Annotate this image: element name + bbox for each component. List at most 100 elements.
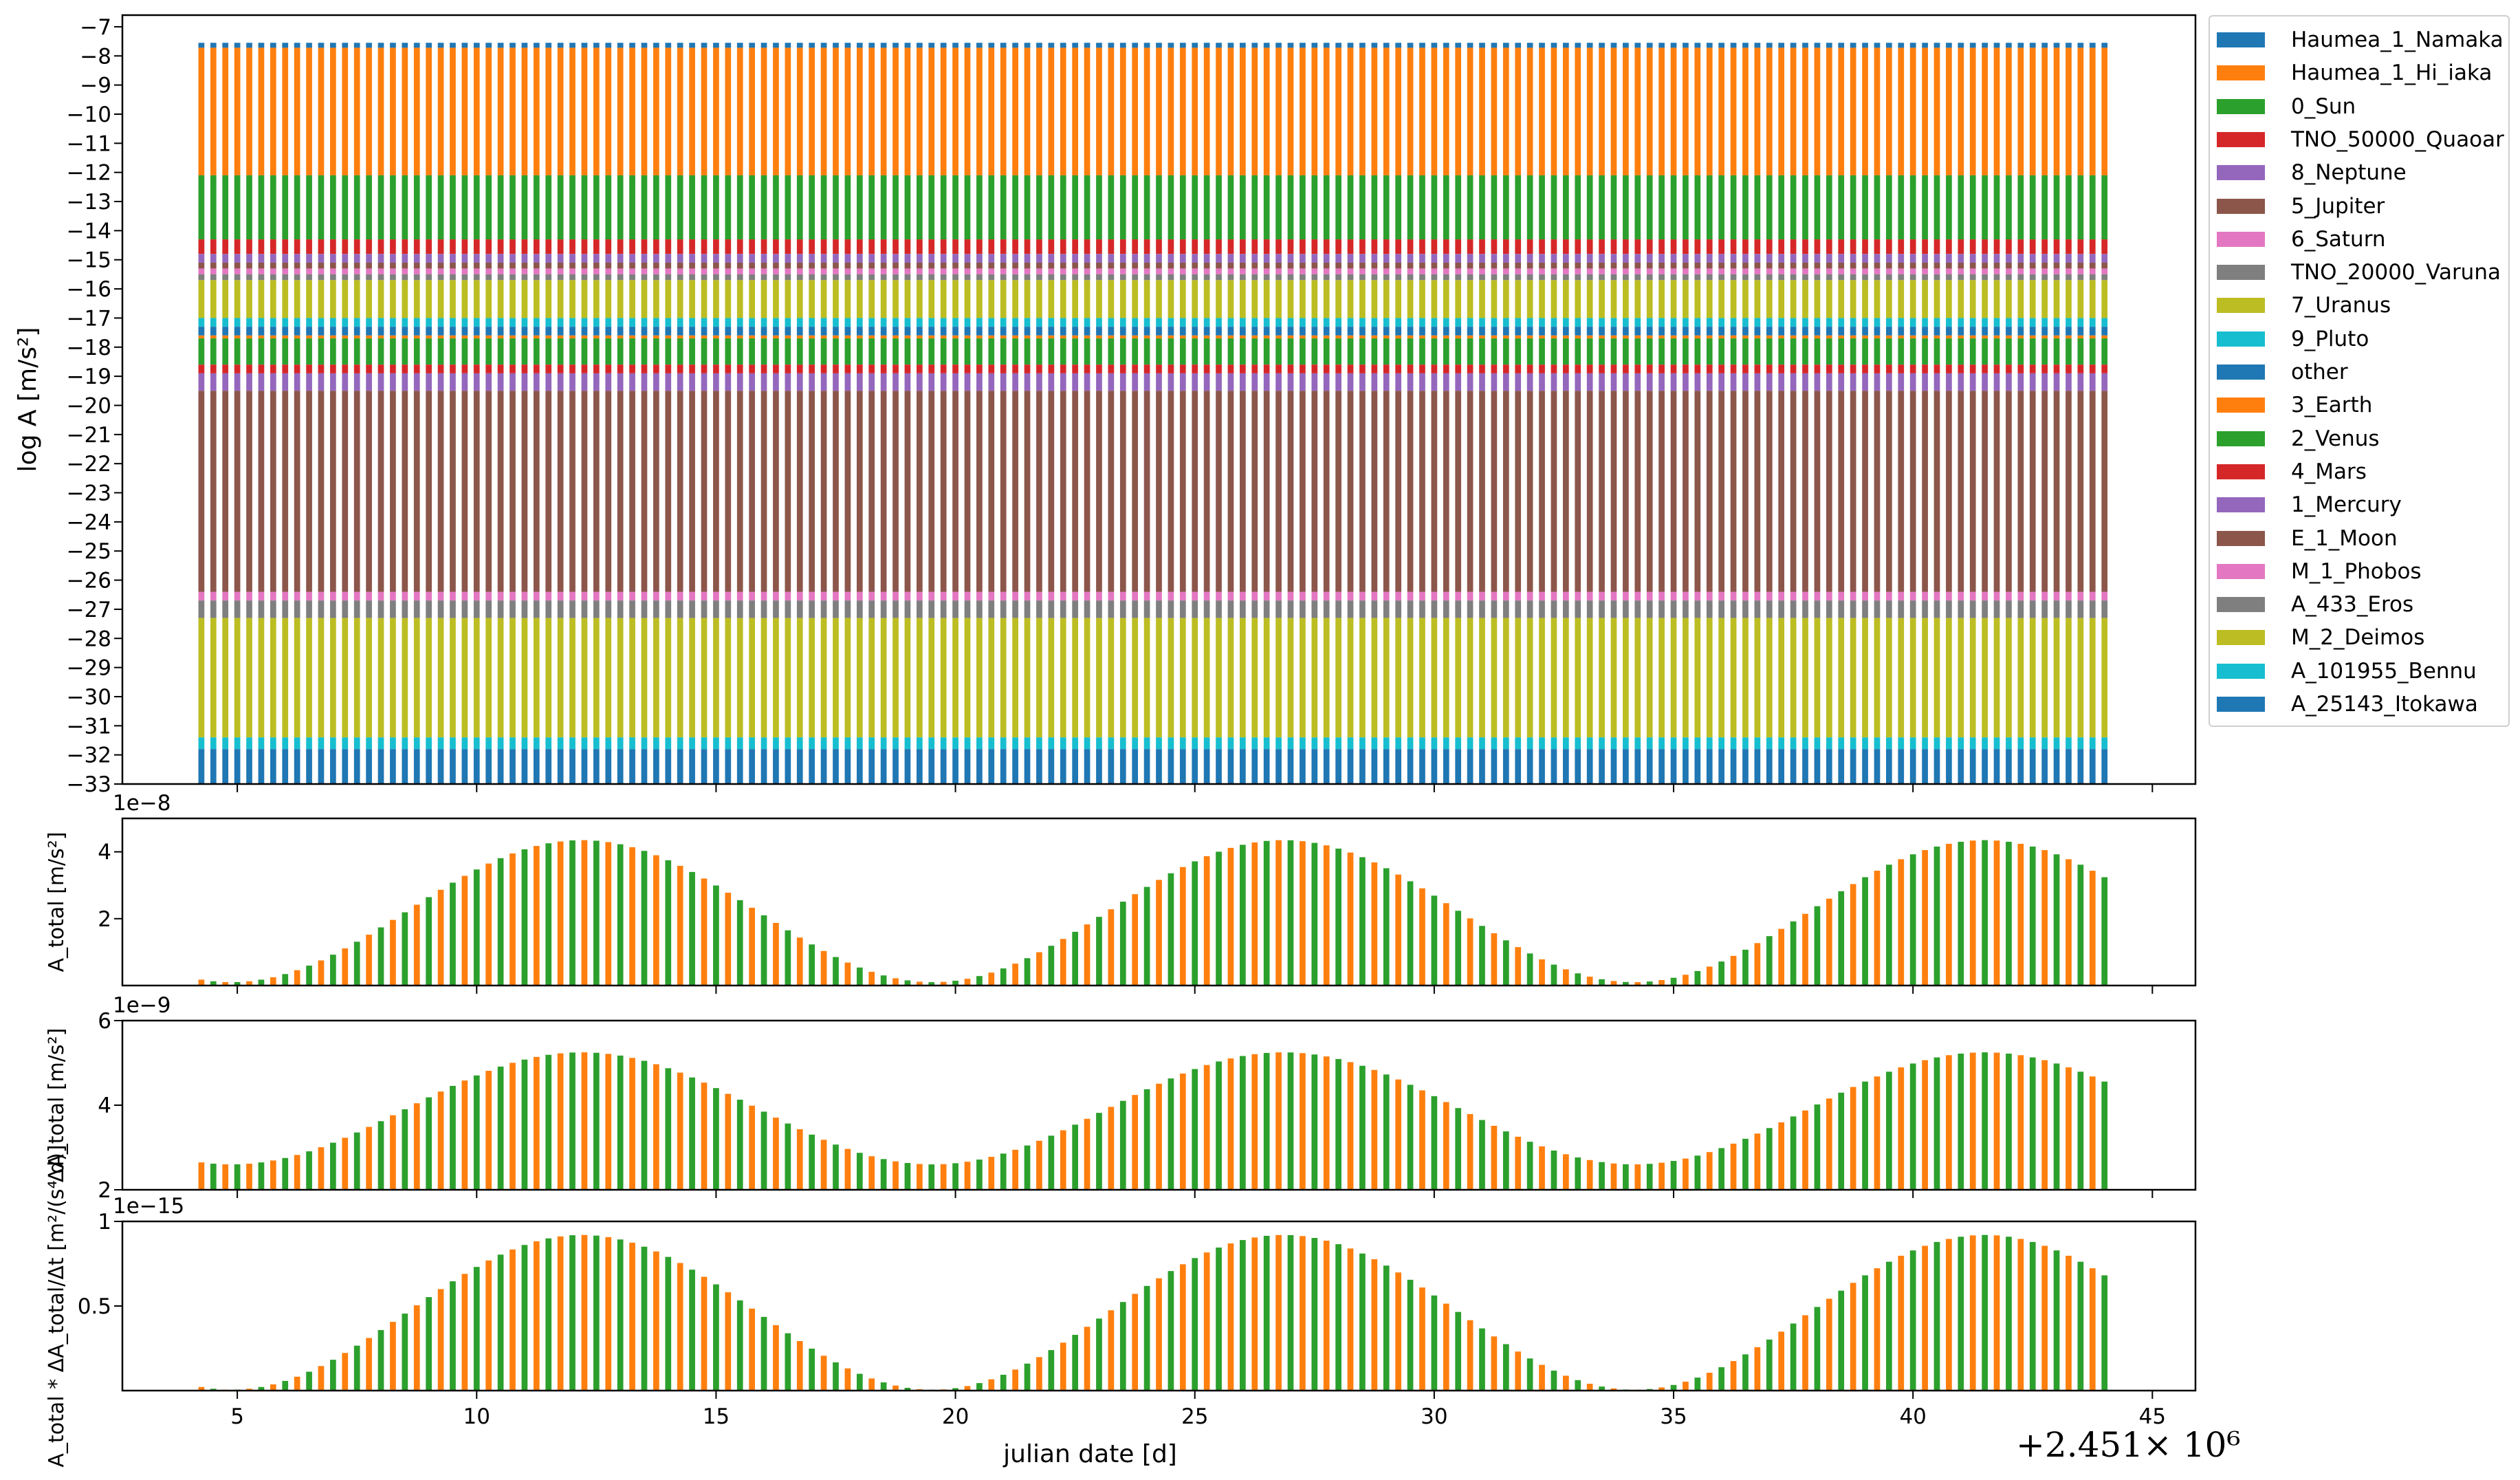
bar-segment	[533, 43, 540, 48]
bar-segment	[856, 391, 863, 592]
bar-segment	[904, 364, 911, 373]
bar-segment	[917, 737, 923, 750]
bar-segment	[1203, 335, 1210, 339]
bar-segment	[318, 338, 325, 365]
bar-segment	[988, 338, 995, 365]
bar-segment	[1024, 239, 1031, 254]
bar-segment	[413, 175, 420, 240]
bar-segment	[964, 600, 971, 618]
bar-segment	[1371, 373, 1378, 391]
bar-segment	[450, 47, 456, 175]
bar-segment	[198, 600, 205, 618]
bar-segment	[1850, 600, 1856, 618]
bar-segment	[725, 737, 732, 750]
bar-segment	[749, 338, 755, 365]
bar-segment	[1227, 591, 1234, 601]
bar-segment	[234, 47, 241, 175]
bar-segment	[952, 591, 958, 601]
bar-segment	[402, 749, 408, 784]
bar-segment	[1060, 335, 1066, 339]
bar-segment	[437, 600, 444, 618]
bar	[353, 942, 360, 986]
bar-segment	[1000, 43, 1007, 48]
bar-segment	[222, 391, 229, 592]
bar	[2077, 864, 2084, 986]
bar-segment	[330, 268, 336, 274]
bar-segment	[1742, 239, 1749, 254]
bar-segment	[665, 43, 672, 48]
bar-segment	[1862, 391, 1868, 592]
bar-segment	[1431, 737, 1438, 750]
bar-segment	[1491, 239, 1498, 254]
bar-segment	[1240, 43, 1246, 48]
bar-segment	[306, 749, 312, 784]
bar	[844, 1149, 851, 1190]
bar-segment	[1479, 47, 1485, 175]
bar-segment	[1586, 749, 1593, 784]
bar	[1300, 1236, 1306, 1391]
bar-segment	[701, 268, 708, 274]
bar-segment	[426, 268, 432, 274]
bar-segment	[880, 591, 887, 601]
bar-segment	[1407, 749, 1414, 784]
bar	[1311, 1054, 1318, 1190]
bar-segment	[1790, 749, 1797, 784]
bar-segment	[1227, 239, 1234, 254]
bar-segment	[1240, 239, 1246, 254]
bar-segment	[1119, 254, 1126, 263]
bar-segment	[1024, 268, 1031, 274]
bar-segment	[917, 749, 923, 784]
bar-segment	[1491, 338, 1498, 365]
bar	[581, 1052, 588, 1190]
bar-segment	[1347, 274, 1354, 281]
bar-segment	[1718, 373, 1725, 391]
bar	[402, 1109, 408, 1190]
bar-segment	[366, 280, 372, 318]
bar-segment	[1658, 600, 1665, 618]
bar	[2053, 1250, 2060, 1391]
bars	[198, 840, 2108, 986]
bar-segment	[198, 254, 205, 263]
bar-segment	[294, 600, 300, 618]
bar-segment	[1706, 239, 1713, 254]
bar-segment	[1383, 274, 1390, 281]
bar-segment	[390, 335, 396, 339]
bar-segment	[1072, 318, 1078, 327]
bar-segment	[713, 280, 719, 318]
bar-segment	[940, 338, 947, 365]
bar-segment	[1395, 175, 1401, 240]
bar-segment	[1586, 280, 1593, 318]
bar-segment	[1958, 318, 1964, 327]
bar-segment	[1335, 364, 1341, 373]
bar	[689, 1077, 695, 1190]
bar-segment	[461, 47, 468, 175]
bar-segment	[880, 43, 887, 48]
bar-segment	[928, 749, 935, 784]
bar	[820, 950, 827, 986]
bar-segment	[736, 591, 743, 601]
bar-segment	[1203, 175, 1210, 240]
bar	[1551, 1370, 1557, 1391]
bar-segment	[521, 239, 528, 254]
bar-segment	[330, 43, 336, 48]
bar-segment	[1335, 618, 1341, 738]
bar-segment	[1203, 47, 1210, 175]
bar-segment	[270, 618, 276, 738]
bar-segment	[880, 254, 887, 263]
bar	[497, 1254, 504, 1391]
bar-segment	[366, 268, 372, 274]
bar-segment	[222, 274, 229, 281]
bar-segment	[928, 274, 935, 281]
bar-segment	[1922, 618, 1928, 738]
bar-segment	[1275, 364, 1282, 373]
bar-segment	[1502, 749, 1509, 784]
bar-segment	[198, 175, 205, 240]
bar-segment	[904, 280, 911, 318]
bar	[1347, 1062, 1354, 1190]
bar-segment	[1634, 43, 1641, 48]
bar-segment	[1958, 175, 1964, 240]
bar-segment	[892, 327, 899, 336]
bar-segment	[1539, 318, 1545, 327]
bar-segment	[1683, 43, 1689, 48]
y-tick-label: −11	[67, 131, 111, 156]
